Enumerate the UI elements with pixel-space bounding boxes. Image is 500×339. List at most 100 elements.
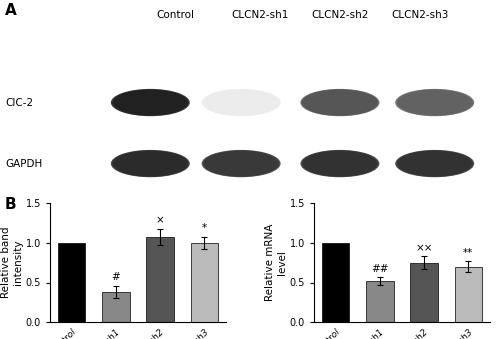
Ellipse shape <box>118 92 182 114</box>
Ellipse shape <box>132 157 168 170</box>
Ellipse shape <box>146 101 154 104</box>
Ellipse shape <box>418 97 452 108</box>
Ellipse shape <box>111 150 190 177</box>
Y-axis label: Relative band
intensity: Relative band intensity <box>1 227 23 298</box>
Text: CLCN2-sh1: CLCN2-sh1 <box>232 10 288 20</box>
Ellipse shape <box>304 90 376 115</box>
Ellipse shape <box>116 91 184 114</box>
Ellipse shape <box>237 162 245 165</box>
Ellipse shape <box>136 159 165 168</box>
Ellipse shape <box>114 90 187 115</box>
Ellipse shape <box>129 156 172 171</box>
Ellipse shape <box>141 160 160 167</box>
Ellipse shape <box>111 89 190 116</box>
Ellipse shape <box>118 91 183 114</box>
Ellipse shape <box>219 95 264 110</box>
Ellipse shape <box>233 100 249 105</box>
Ellipse shape <box>115 90 186 115</box>
Bar <box>102 292 130 322</box>
Ellipse shape <box>302 151 378 177</box>
Ellipse shape <box>207 91 276 114</box>
Ellipse shape <box>311 93 369 113</box>
Ellipse shape <box>118 152 183 175</box>
Ellipse shape <box>427 100 442 105</box>
Ellipse shape <box>338 102 342 103</box>
Ellipse shape <box>207 152 276 175</box>
Ellipse shape <box>312 154 368 173</box>
Ellipse shape <box>308 153 372 175</box>
Ellipse shape <box>398 90 471 115</box>
Ellipse shape <box>226 159 256 168</box>
Text: A: A <box>5 3 17 18</box>
Ellipse shape <box>336 162 344 165</box>
Ellipse shape <box>232 160 250 167</box>
Ellipse shape <box>224 97 258 108</box>
Ellipse shape <box>316 94 364 111</box>
Ellipse shape <box>144 161 157 166</box>
Ellipse shape <box>302 89 378 116</box>
Ellipse shape <box>122 93 178 112</box>
Ellipse shape <box>323 97 357 108</box>
Ellipse shape <box>220 156 262 171</box>
Ellipse shape <box>148 163 153 164</box>
Text: CLCN2-sh2: CLCN2-sh2 <box>312 10 368 20</box>
Ellipse shape <box>432 102 438 103</box>
Ellipse shape <box>430 101 440 104</box>
Ellipse shape <box>236 101 246 104</box>
Ellipse shape <box>328 98 352 107</box>
Text: *: * <box>202 223 207 234</box>
Ellipse shape <box>306 91 374 114</box>
Ellipse shape <box>416 96 453 109</box>
Ellipse shape <box>324 97 356 108</box>
Ellipse shape <box>232 99 250 106</box>
Ellipse shape <box>330 160 350 167</box>
Ellipse shape <box>324 158 356 169</box>
Ellipse shape <box>306 152 374 175</box>
Ellipse shape <box>228 159 254 168</box>
Text: B: B <box>5 197 16 212</box>
Ellipse shape <box>428 100 442 105</box>
Bar <box>366 281 394 322</box>
Text: #: # <box>112 273 120 282</box>
Ellipse shape <box>322 96 358 109</box>
Ellipse shape <box>330 99 349 106</box>
Ellipse shape <box>303 90 377 115</box>
Ellipse shape <box>334 100 346 105</box>
Ellipse shape <box>400 91 469 114</box>
Ellipse shape <box>116 152 184 175</box>
Ellipse shape <box>204 151 278 176</box>
Ellipse shape <box>138 159 162 168</box>
Ellipse shape <box>419 158 450 169</box>
Ellipse shape <box>228 98 254 107</box>
Bar <box>410 263 438 322</box>
Ellipse shape <box>222 96 260 109</box>
Text: Control: Control <box>156 10 194 20</box>
Ellipse shape <box>431 162 438 165</box>
Bar <box>58 243 86 322</box>
Ellipse shape <box>140 99 161 106</box>
Ellipse shape <box>314 94 366 112</box>
Ellipse shape <box>142 100 158 105</box>
Ellipse shape <box>315 94 365 111</box>
Ellipse shape <box>407 154 463 173</box>
Ellipse shape <box>426 99 444 106</box>
Ellipse shape <box>320 96 360 109</box>
Ellipse shape <box>431 101 438 104</box>
Ellipse shape <box>432 163 438 164</box>
Ellipse shape <box>308 92 372 114</box>
Ellipse shape <box>326 98 353 107</box>
Ellipse shape <box>420 159 449 168</box>
Ellipse shape <box>408 155 461 173</box>
Ellipse shape <box>222 157 261 171</box>
Ellipse shape <box>140 160 161 167</box>
Ellipse shape <box>203 151 280 177</box>
Text: ClC-2: ClC-2 <box>5 98 33 107</box>
Ellipse shape <box>310 153 370 174</box>
Ellipse shape <box>328 159 352 168</box>
Y-axis label: Relative mRNA
level: Relative mRNA level <box>265 224 287 301</box>
Text: ××: ×× <box>416 243 433 253</box>
Ellipse shape <box>319 95 361 110</box>
Ellipse shape <box>224 158 258 170</box>
Ellipse shape <box>404 92 465 113</box>
Ellipse shape <box>146 162 154 165</box>
